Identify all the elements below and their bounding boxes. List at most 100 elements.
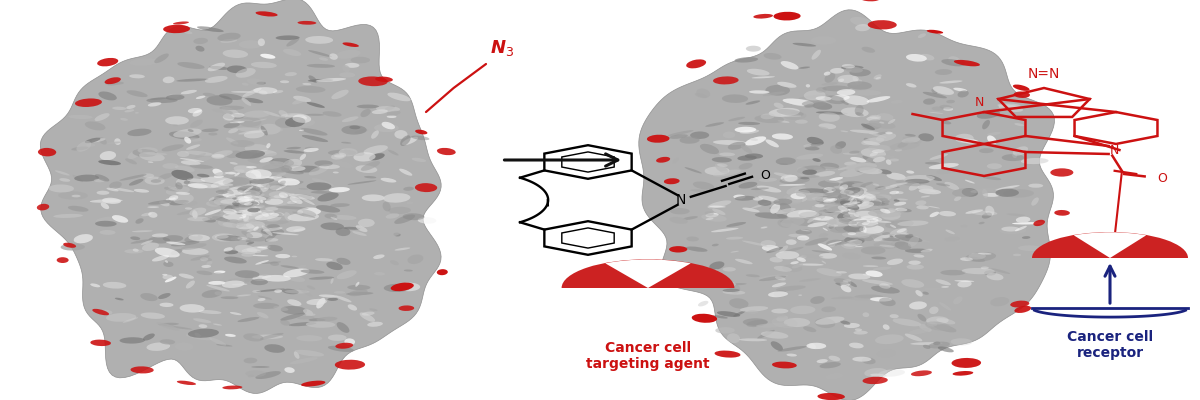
Ellipse shape [276, 175, 282, 178]
Ellipse shape [209, 198, 235, 206]
Ellipse shape [281, 313, 305, 320]
Ellipse shape [690, 189, 714, 192]
Ellipse shape [187, 184, 208, 188]
Ellipse shape [896, 191, 904, 194]
Ellipse shape [125, 109, 134, 112]
Ellipse shape [866, 96, 890, 102]
Ellipse shape [408, 254, 424, 264]
Ellipse shape [221, 107, 240, 116]
Ellipse shape [206, 285, 230, 292]
Ellipse shape [407, 202, 413, 204]
Ellipse shape [223, 205, 233, 216]
Ellipse shape [260, 200, 263, 203]
Ellipse shape [818, 233, 828, 238]
Ellipse shape [192, 110, 203, 117]
Ellipse shape [402, 137, 418, 145]
Ellipse shape [769, 108, 800, 117]
Ellipse shape [186, 334, 212, 340]
Ellipse shape [950, 338, 972, 346]
Ellipse shape [797, 255, 806, 260]
Ellipse shape [778, 82, 797, 88]
Ellipse shape [805, 104, 815, 108]
Ellipse shape [324, 214, 337, 219]
Ellipse shape [230, 140, 254, 147]
Ellipse shape [312, 178, 334, 186]
Ellipse shape [799, 94, 828, 99]
Ellipse shape [132, 149, 157, 157]
Ellipse shape [780, 177, 810, 184]
Ellipse shape [799, 264, 823, 266]
Ellipse shape [824, 180, 844, 183]
Ellipse shape [835, 223, 864, 232]
Ellipse shape [894, 199, 900, 202]
Ellipse shape [923, 345, 930, 349]
Ellipse shape [247, 209, 254, 212]
Ellipse shape [952, 188, 977, 197]
Ellipse shape [923, 292, 929, 295]
Ellipse shape [223, 208, 236, 214]
Ellipse shape [336, 322, 349, 333]
Ellipse shape [991, 268, 1010, 274]
Ellipse shape [758, 196, 780, 201]
Ellipse shape [672, 158, 679, 164]
Ellipse shape [877, 350, 896, 358]
Ellipse shape [804, 90, 826, 100]
Ellipse shape [196, 46, 204, 52]
Ellipse shape [806, 137, 823, 145]
Ellipse shape [754, 14, 773, 18]
Ellipse shape [815, 171, 835, 177]
Ellipse shape [745, 154, 763, 159]
Ellipse shape [228, 278, 256, 285]
Ellipse shape [395, 214, 415, 224]
Ellipse shape [712, 244, 719, 246]
Ellipse shape [978, 253, 991, 255]
Ellipse shape [846, 204, 866, 207]
Ellipse shape [288, 213, 319, 221]
Ellipse shape [178, 62, 205, 69]
Ellipse shape [239, 40, 263, 48]
Ellipse shape [683, 216, 698, 220]
Ellipse shape [246, 248, 262, 253]
Ellipse shape [961, 188, 978, 197]
Ellipse shape [209, 132, 217, 136]
Ellipse shape [95, 221, 116, 227]
Ellipse shape [336, 296, 352, 302]
Ellipse shape [232, 113, 245, 118]
Ellipse shape [361, 194, 385, 201]
Ellipse shape [847, 231, 857, 234]
Ellipse shape [306, 299, 326, 305]
Text: N: N [676, 193, 686, 207]
Ellipse shape [889, 191, 899, 194]
Text: N: N [1110, 144, 1120, 156]
Ellipse shape [205, 76, 228, 83]
Ellipse shape [211, 179, 232, 188]
Ellipse shape [965, 252, 996, 262]
Ellipse shape [236, 196, 256, 201]
Ellipse shape [281, 168, 304, 174]
Ellipse shape [131, 239, 150, 244]
Ellipse shape [836, 89, 856, 96]
Ellipse shape [842, 217, 875, 220]
Ellipse shape [979, 222, 985, 224]
Ellipse shape [832, 188, 850, 194]
Ellipse shape [166, 116, 188, 125]
Ellipse shape [316, 78, 346, 82]
Ellipse shape [220, 106, 244, 110]
Ellipse shape [850, 151, 860, 154]
Ellipse shape [77, 141, 91, 152]
Ellipse shape [349, 126, 360, 129]
Ellipse shape [242, 188, 263, 196]
Ellipse shape [223, 122, 240, 128]
Ellipse shape [844, 323, 860, 328]
Ellipse shape [251, 366, 270, 368]
Ellipse shape [816, 96, 832, 101]
Ellipse shape [264, 153, 287, 161]
Ellipse shape [148, 102, 161, 106]
Ellipse shape [95, 174, 109, 182]
Ellipse shape [880, 209, 890, 214]
Ellipse shape [874, 234, 890, 241]
Ellipse shape [241, 246, 271, 252]
Ellipse shape [979, 148, 994, 153]
Ellipse shape [238, 200, 253, 204]
Ellipse shape [286, 226, 305, 232]
